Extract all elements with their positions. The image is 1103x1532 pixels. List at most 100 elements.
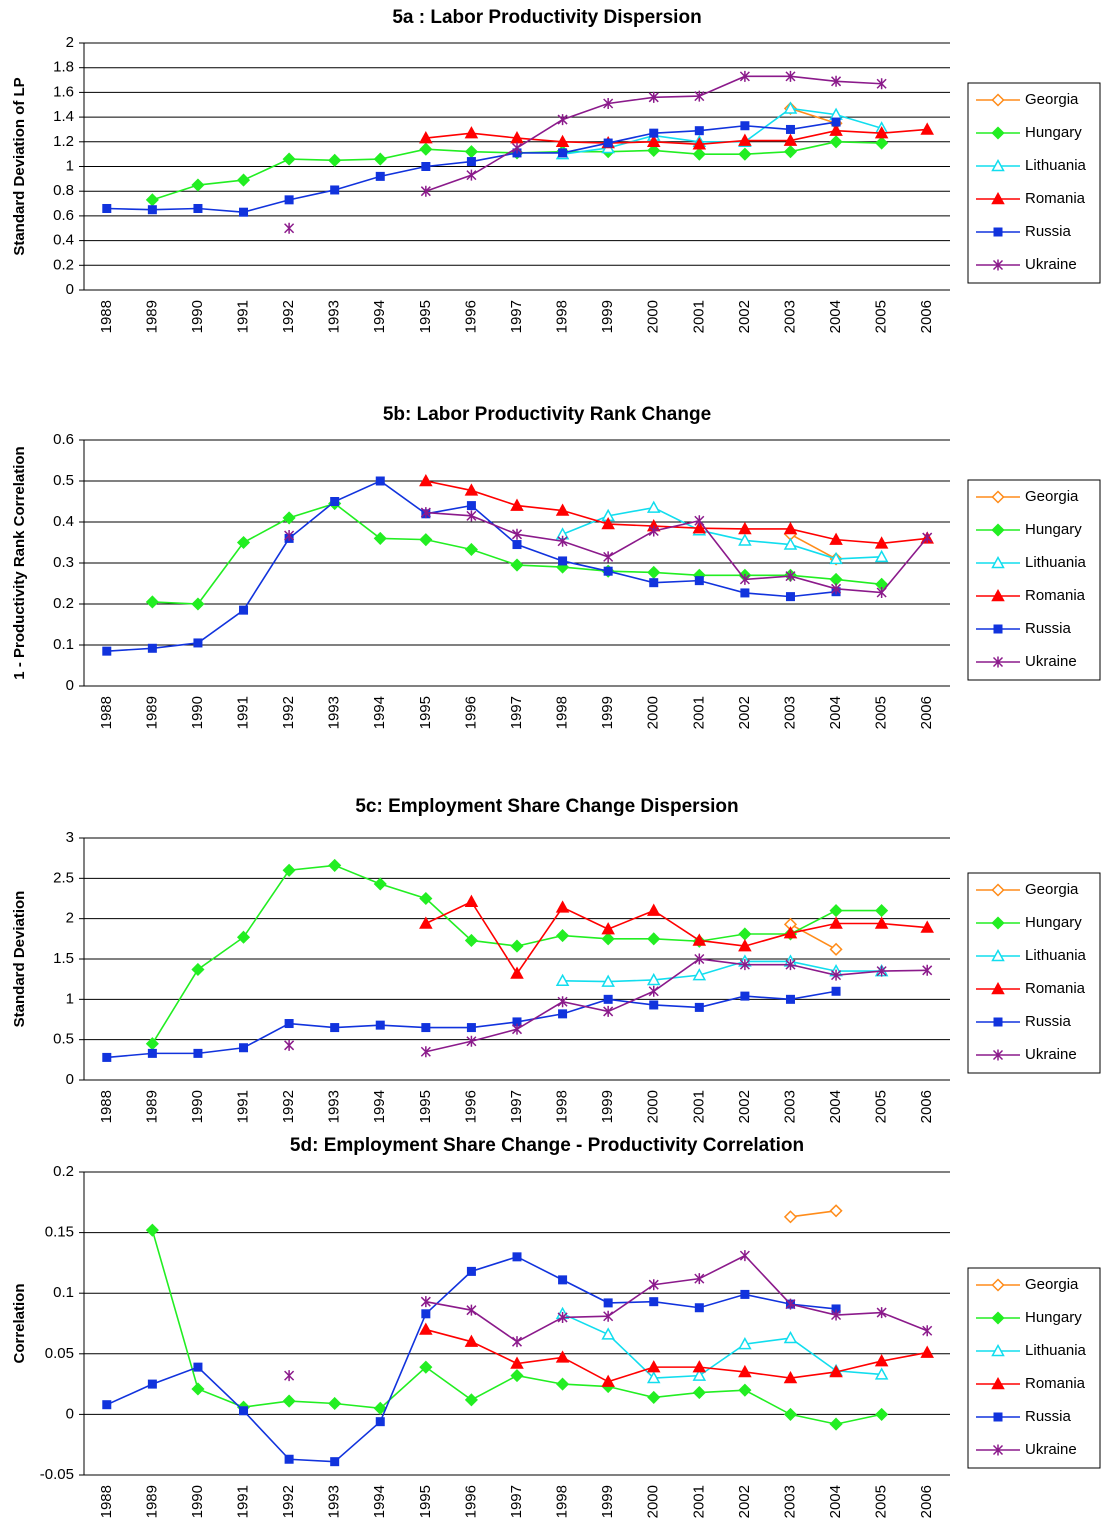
y-tick-label: 1 bbox=[66, 157, 74, 174]
data-point bbox=[601, 922, 615, 935]
data-point bbox=[511, 1336, 523, 1348]
legend-box bbox=[967, 1267, 1101, 1469]
data-point bbox=[875, 1407, 889, 1421]
data-point bbox=[464, 1334, 479, 1347]
data-point bbox=[785, 592, 795, 602]
data-point bbox=[420, 507, 431, 519]
data-point bbox=[375, 171, 385, 181]
legend-label: Georgia bbox=[1025, 488, 1079, 505]
legend-marker bbox=[992, 1444, 1004, 1456]
data-point bbox=[646, 903, 661, 916]
x-tick-label: 1993 bbox=[326, 1485, 343, 1518]
data-point bbox=[829, 551, 843, 565]
data-point bbox=[647, 932, 661, 946]
legend-marker bbox=[991, 916, 1005, 930]
data-point bbox=[783, 145, 798, 159]
x-tick-label: 2003 bbox=[781, 300, 798, 333]
y-tick-label: 1.6 bbox=[53, 83, 74, 100]
data-point bbox=[193, 638, 203, 648]
y-tick-label: 0.6 bbox=[53, 207, 74, 224]
data-point bbox=[831, 986, 841, 996]
data-point bbox=[603, 1310, 614, 1322]
x-tick-label: 2006 bbox=[918, 1485, 935, 1518]
series-line bbox=[562, 1313, 882, 1379]
y-tick-label: 0.1 bbox=[53, 1284, 74, 1301]
series-line bbox=[562, 506, 882, 560]
x-tick-label: 1991 bbox=[234, 696, 251, 729]
data-point bbox=[239, 605, 249, 615]
data-point bbox=[510, 498, 524, 511]
data-point bbox=[603, 994, 613, 1004]
data-point bbox=[603, 1005, 614, 1017]
data-point bbox=[694, 90, 705, 102]
data-point bbox=[829, 942, 843, 956]
data-point bbox=[510, 966, 524, 979]
data-point bbox=[783, 537, 798, 550]
data-point bbox=[510, 1369, 524, 1383]
x-tick-label: 1988 bbox=[98, 1485, 115, 1518]
data-point bbox=[284, 1039, 295, 1051]
legend-label: Georgia bbox=[1025, 1276, 1079, 1293]
series-line bbox=[790, 923, 837, 951]
data-point bbox=[236, 535, 251, 550]
x-tick-label: 1990 bbox=[189, 696, 206, 729]
data-point bbox=[738, 533, 752, 546]
x-tick-label: 2004 bbox=[827, 300, 844, 333]
data-point bbox=[922, 532, 933, 544]
data-point bbox=[738, 521, 752, 535]
data-point bbox=[282, 863, 296, 877]
data-point bbox=[783, 1407, 798, 1421]
data-point bbox=[147, 643, 157, 653]
data-point bbox=[785, 570, 796, 582]
data-point bbox=[420, 1296, 431, 1308]
data-point bbox=[739, 1250, 750, 1262]
legend-marker bbox=[991, 1278, 1005, 1292]
series-line bbox=[425, 128, 928, 146]
legend-label: Romania bbox=[1025, 980, 1086, 997]
data-point bbox=[466, 510, 477, 522]
x-tick-label: 2004 bbox=[827, 1485, 844, 1518]
y-tick-label: 0 bbox=[66, 281, 74, 298]
data-point bbox=[739, 573, 750, 585]
legend-label: Russia bbox=[1025, 1013, 1072, 1030]
legend-marker bbox=[991, 126, 1005, 140]
y-tick-label: 1.5 bbox=[53, 950, 74, 967]
x-tick-label: 1999 bbox=[599, 1485, 616, 1518]
legend-label: Russia bbox=[1025, 1408, 1072, 1425]
x-tick-label: 1994 bbox=[371, 1090, 388, 1123]
y-tick-label: 0.2 bbox=[53, 256, 74, 273]
data-point bbox=[601, 974, 615, 987]
data-point bbox=[464, 483, 479, 496]
chart-title: 5a : Labor Productivity Dispersion bbox=[392, 7, 701, 28]
data-point bbox=[466, 501, 476, 511]
y-tick-label: 1.2 bbox=[53, 133, 74, 150]
legend-marker bbox=[992, 1049, 1004, 1061]
data-point bbox=[649, 128, 659, 138]
data-point bbox=[419, 1360, 433, 1374]
legend-marker bbox=[991, 883, 1005, 897]
legend-label: Lithuania bbox=[1025, 1342, 1087, 1359]
y-tick-label: 0.2 bbox=[53, 595, 74, 612]
data-point bbox=[603, 138, 613, 148]
legend-label: Romania bbox=[1025, 1375, 1086, 1392]
data-point bbox=[829, 572, 843, 586]
data-point bbox=[102, 1400, 112, 1410]
data-point bbox=[648, 1279, 659, 1291]
data-point bbox=[739, 70, 750, 82]
data-point bbox=[464, 1393, 478, 1407]
legend-label: Hungary bbox=[1025, 1309, 1082, 1326]
x-tick-label: 1989 bbox=[143, 300, 160, 333]
data-point bbox=[829, 135, 843, 149]
x-tick-label: 1994 bbox=[371, 1485, 388, 1518]
data-point bbox=[603, 1298, 613, 1308]
x-tick-label: 1990 bbox=[189, 300, 206, 333]
y-tick-label: 1.4 bbox=[53, 108, 74, 125]
legend-marker bbox=[991, 490, 1005, 504]
data-point bbox=[558, 1009, 568, 1019]
data-point bbox=[831, 1304, 841, 1314]
x-tick-label: 1997 bbox=[508, 1090, 525, 1123]
y-tick-label: 0.2 bbox=[53, 1163, 74, 1180]
data-point bbox=[694, 1303, 704, 1313]
series-line bbox=[790, 1209, 837, 1218]
data-point bbox=[738, 939, 752, 952]
